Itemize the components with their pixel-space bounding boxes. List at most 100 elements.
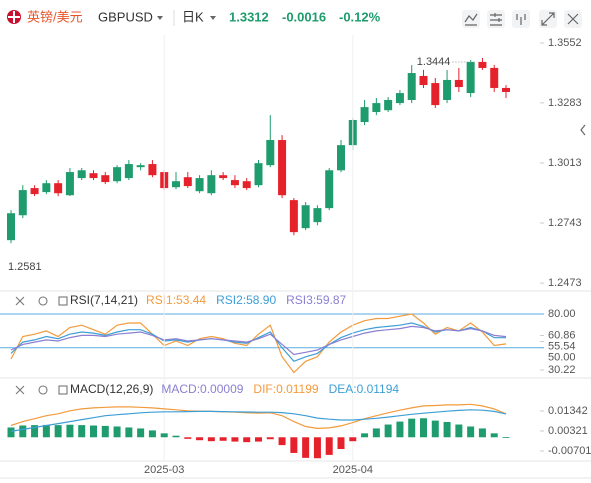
y-tick-label: 30.22 <box>548 364 576 376</box>
macd-bar <box>125 427 133 438</box>
symbol[interactable]: GBPUSD <box>98 9 153 24</box>
candle-body <box>77 170 86 179</box>
draw-icon[interactable] <box>464 13 478 26</box>
settings-icon[interactable] <box>490 13 502 26</box>
candle-body <box>172 181 180 188</box>
macd-bar <box>172 435 180 438</box>
tool-button[interactable] <box>462 10 480 28</box>
y-tick-label: 55.54 <box>548 340 576 352</box>
macd-bar <box>443 421 451 438</box>
candle-body <box>242 181 251 189</box>
macd-bar <box>137 428 145 438</box>
candle-body <box>124 164 133 179</box>
macd-bar <box>478 428 486 438</box>
candle-body <box>101 175 110 183</box>
legend-entry: RSI3:59.87 <box>286 293 346 307</box>
candle-body <box>337 145 345 171</box>
candle-body <box>65 172 74 196</box>
rsi-line <box>10 322 507 363</box>
macd-bar <box>278 437 286 446</box>
macd-bar <box>266 437 274 440</box>
candle-body <box>395 93 404 104</box>
macd-bar <box>243 437 251 443</box>
macd-bar <box>42 424 50 438</box>
candle-body <box>30 188 39 195</box>
y-tick-label: 50.00 <box>548 351 576 363</box>
candle-body <box>230 180 239 186</box>
rsi-line <box>10 325 507 356</box>
macd-bar <box>349 437 357 442</box>
annotation: 1.3444 <box>417 56 451 68</box>
x-tick-label: 2025-04 <box>333 464 373 476</box>
macd-bar <box>431 420 439 438</box>
candle-body <box>42 183 51 193</box>
legend-entry: RSI1:53.44 <box>146 293 206 307</box>
candle-body <box>18 190 27 216</box>
macd-bar <box>490 433 498 438</box>
y-tick-label: 0.00321 <box>548 425 588 437</box>
candle-body <box>313 208 322 223</box>
macd-bar <box>337 437 345 450</box>
pair-name[interactable]: 英镑/美元 <box>27 9 83 24</box>
y-tick-label: 1.2743 <box>548 217 582 229</box>
macd-bar <box>160 433 168 438</box>
remove-icon[interactable] <box>15 385 25 395</box>
macd-line <box>10 409 507 432</box>
candle-body <box>478 61 487 68</box>
macd-bar <box>19 425 27 438</box>
candle-body <box>360 107 369 123</box>
candle-body <box>136 165 145 168</box>
candle-body <box>419 75 428 86</box>
macd-line <box>10 403 507 430</box>
param-icon[interactable] <box>58 296 68 306</box>
macd-bar <box>361 433 369 438</box>
indicator-icon[interactable] <box>516 14 526 25</box>
collapse-icon[interactable] <box>580 124 586 136</box>
y-tick-label: -0.00701 <box>548 445 591 457</box>
candle-body <box>89 173 98 179</box>
param-icon[interactable] <box>58 385 68 395</box>
macd-bar <box>325 437 333 455</box>
gear-icon[interactable] <box>38 296 48 306</box>
macd-bar <box>66 424 74 438</box>
macd-bar <box>7 427 15 438</box>
macd-bar <box>408 418 416 438</box>
legend-entry: MACD:0.00009 <box>161 382 243 396</box>
dropdown-arrow[interactable] <box>157 16 163 20</box>
period[interactable]: 日K <box>182 9 204 24</box>
dropdown-arrow[interactable] <box>210 16 216 20</box>
candle-body <box>431 83 440 106</box>
macd-bar <box>302 437 310 458</box>
macd-bar <box>467 426 475 438</box>
expand-icon[interactable] <box>541 12 555 26</box>
macd-bar <box>101 425 109 438</box>
indicator-title: RSI(7,14,21) <box>70 293 138 307</box>
y-tick-label: 80.00 <box>548 308 576 320</box>
legend-entry: DIF:0.01199 <box>253 382 318 396</box>
macd-bar <box>219 437 227 441</box>
macd-bar <box>372 428 380 438</box>
y-tick-label: 0.01342 <box>548 405 588 417</box>
candle-body <box>219 175 228 179</box>
candle-body <box>266 140 275 166</box>
macd-bar <box>231 437 239 442</box>
candle-body <box>278 140 287 196</box>
candle-body <box>454 79 463 88</box>
macd-bar <box>90 425 97 438</box>
macd-bar <box>420 418 427 438</box>
macd-bar <box>396 421 404 438</box>
remove-icon[interactable] <box>15 296 25 306</box>
price: 1.3312 <box>229 9 269 24</box>
legend-entry: DEA:0.01194 <box>329 382 400 396</box>
macd-bar <box>113 426 121 438</box>
x-tick-label: 2025-03 <box>144 464 184 476</box>
close-icon[interactable] <box>567 13 579 25</box>
macd-bar <box>384 424 392 438</box>
gear-icon[interactable] <box>38 385 48 395</box>
macd-bar <box>148 430 156 438</box>
candle-body <box>502 87 510 92</box>
indicator-title: MACD(12,26,9) <box>70 382 153 396</box>
candle-body <box>7 213 15 241</box>
rsi-line <box>10 313 507 374</box>
candle-body <box>301 205 310 229</box>
